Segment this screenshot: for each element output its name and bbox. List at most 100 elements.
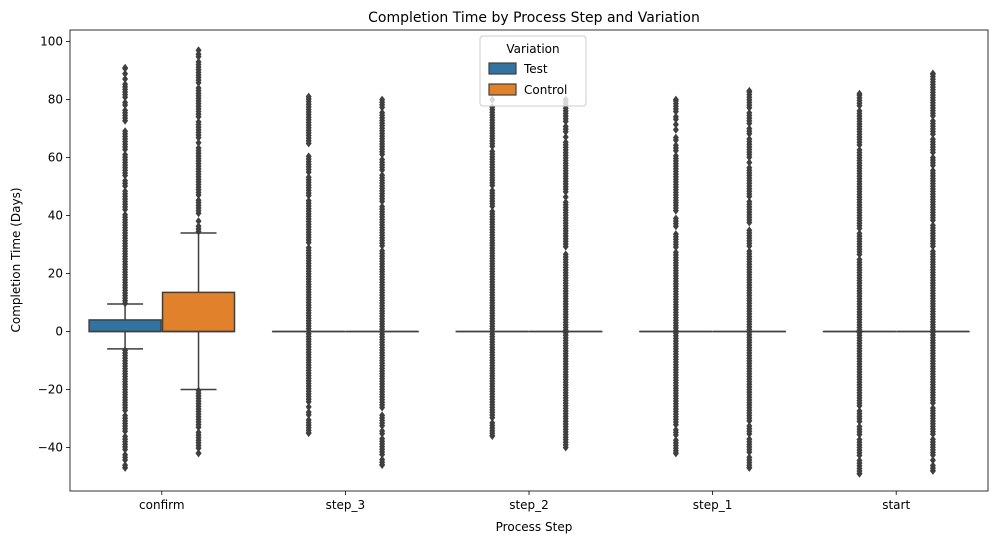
outlier-points: [746, 86, 753, 472]
outlier-point: [195, 386, 202, 395]
outlier-point: [122, 432, 129, 441]
outlier-point: [746, 124, 753, 133]
outlier-point: [379, 411, 386, 420]
outlier-point: [195, 449, 202, 458]
box-control-start: [896, 69, 970, 475]
outlier-point: [305, 152, 312, 161]
outlier-point: [856, 255, 863, 264]
x-tick-label: start: [882, 498, 910, 512]
outlier-point: [305, 402, 312, 411]
outlier-points: [489, 95, 496, 440]
y-tick-label: 40: [48, 209, 63, 223]
outlier-point: [562, 132, 569, 141]
outlier-point: [856, 422, 863, 431]
outlier-point: [929, 69, 936, 78]
outlier-point: [929, 466, 936, 475]
box-control-step_3: [345, 95, 419, 469]
x-tick-label: step_1: [693, 498, 733, 512]
legend-title: Variation: [506, 42, 559, 56]
legend-swatch-test: [488, 62, 517, 75]
outlier-point: [195, 428, 202, 437]
outlier-point: [856, 435, 863, 444]
outlier-point: [672, 112, 679, 121]
outlier-point: [672, 436, 679, 445]
outlier-points: [929, 69, 936, 475]
outlier-point: [746, 163, 753, 172]
outlier-point: [746, 463, 753, 472]
outlier-points: [856, 89, 863, 478]
box-test-step_1: [639, 95, 713, 458]
chart-title: Completion Time by Process Step and Vari…: [368, 10, 700, 26]
outlier-point: [379, 426, 386, 435]
outlier-point: [489, 147, 496, 156]
outlier-point: [929, 247, 936, 256]
outlier-point: [746, 86, 753, 95]
outlier-point: [195, 57, 202, 66]
outlier-point: [929, 117, 936, 126]
outlier-points: [379, 95, 386, 469]
box-test-start: [822, 89, 897, 478]
outlier-point: [122, 187, 129, 196]
outlier-point: [856, 106, 863, 115]
y-axis-label: Completion Time (Days): [9, 187, 23, 332]
outlier-point: [122, 463, 129, 472]
legend-label-control: Control: [524, 83, 567, 97]
outlier-point: [856, 146, 863, 155]
outlier-point: [672, 230, 679, 239]
box-control-step_2: [528, 95, 603, 452]
outlier-point: [562, 122, 569, 131]
outlier-point: [305, 408, 312, 417]
y-tick-label: 0: [55, 325, 63, 339]
outlier-point: [379, 171, 386, 180]
outlier-point: [489, 186, 496, 195]
outlier-point: [122, 74, 129, 83]
outlier-point: [746, 197, 753, 206]
box-body: [161, 291, 236, 333]
outlier-point: [305, 429, 312, 438]
box-control-confirm: [161, 46, 236, 458]
y-tick-label: −40: [38, 441, 63, 455]
outlier-point: [746, 158, 753, 167]
legend-swatch-control: [488, 83, 517, 96]
outlier-point: [122, 98, 129, 107]
outlier-point: [929, 461, 936, 470]
y-tick-label: 60: [48, 151, 63, 165]
legend: Variation Test Control: [479, 35, 587, 107]
outlier-point: [672, 425, 679, 434]
outlier-point: [195, 196, 202, 205]
y-axis: −40 −20 0 20 40 60 80 100: [38, 35, 70, 455]
outlier-point: [562, 193, 569, 202]
outlier-point: [929, 153, 936, 162]
outlier-point: [122, 127, 129, 136]
outlier-point: [489, 207, 496, 216]
outlier-point: [746, 435, 753, 444]
outlier-point: [305, 92, 312, 101]
outlier-point: [562, 250, 569, 259]
box-test-step_3: [271, 92, 346, 438]
outlier-point: [122, 411, 129, 420]
outlier-point: [122, 450, 129, 459]
outlier-point: [562, 138, 569, 147]
outlier-point: [929, 135, 936, 144]
plot-area: [88, 46, 970, 478]
y-tick-label: 80: [48, 93, 63, 107]
box-test-step_2: [455, 95, 530, 440]
box-control-step_1: [712, 86, 787, 472]
outlier-point: [379, 155, 386, 164]
outlier-point: [195, 144, 202, 153]
outlier-point: [305, 173, 312, 182]
outlier-point: [856, 469, 863, 478]
outlier-point: [195, 138, 202, 147]
outlier-point: [672, 133, 679, 142]
y-tick-label: −20: [38, 383, 63, 397]
legend-label-test: Test: [523, 62, 548, 76]
outlier-point: [746, 247, 753, 256]
outlier-point: [489, 418, 496, 427]
outlier-point: [929, 221, 936, 230]
outlier-point: [672, 95, 679, 104]
y-tick-label: 100: [40, 35, 63, 49]
outlier-point: [379, 434, 386, 443]
outlier-point: [672, 125, 679, 134]
outlier-point: [672, 449, 679, 458]
